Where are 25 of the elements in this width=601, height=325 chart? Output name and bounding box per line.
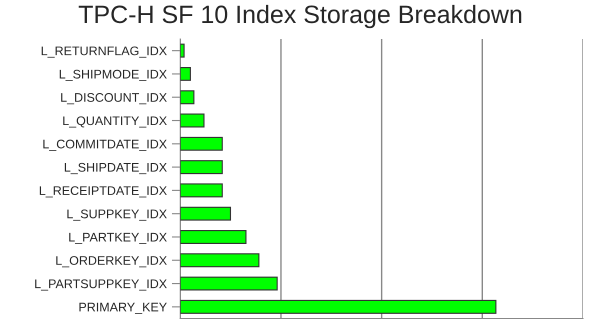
y-tick-label: L_SUPPKEY_IDX [67, 209, 167, 221]
y-tick-label: L_PARTSUPPKEY_IDX [35, 279, 167, 291]
bar [180, 300, 496, 314]
chart-title: TPC-H SF 10 Index Storage Breakdown [78, 4, 522, 28]
y-tick-label: L_COMMITDATE_IDX [43, 140, 167, 151]
bar [180, 183, 223, 198]
bar [180, 44, 185, 58]
y-tick-label: L_QUANTITY_IDX [63, 116, 167, 128]
bar [180, 114, 205, 128]
bar [180, 230, 246, 244]
y-tick-label: L_PARTKEY_IDX [69, 232, 167, 244]
y-tick-label: PRIMARY_KEY [79, 302, 167, 314]
bar [180, 90, 194, 104]
bar [180, 276, 278, 291]
bar [180, 160, 223, 174]
bar [180, 206, 232, 221]
y-tick-label: L_RECEIPTDATE_IDX [40, 186, 167, 198]
bar [180, 136, 223, 151]
bar [180, 253, 260, 268]
bar [180, 66, 191, 81]
y-tick-label: L_ORDERKEY_IDX [56, 256, 167, 268]
y-tick-label: L_DISCOUNT_IDX [61, 93, 167, 104]
y-tick-label: L_RETURNFLAG_IDX [42, 46, 167, 58]
y-tick-label: L_SHIPDATE_IDX [64, 162, 167, 174]
y-tick-label: L_SHIPMODE_IDX [60, 70, 167, 81]
